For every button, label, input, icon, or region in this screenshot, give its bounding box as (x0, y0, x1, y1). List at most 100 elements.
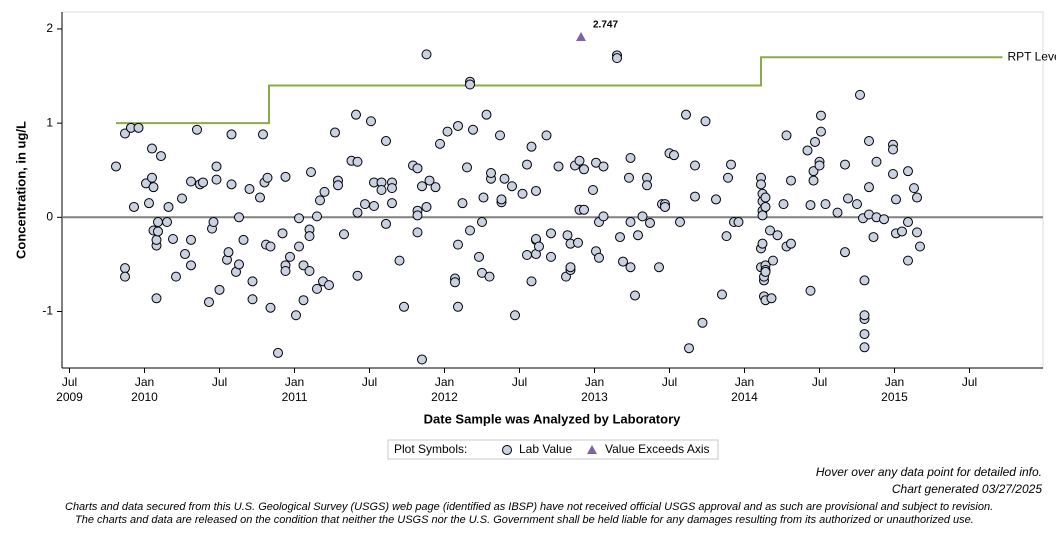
data-point (442, 126, 453, 137)
data-point (903, 255, 913, 266)
data-point (565, 262, 576, 273)
data-point (541, 130, 552, 141)
data-point (690, 191, 700, 202)
data-point (162, 217, 172, 228)
data-point (915, 241, 925, 252)
data-point (211, 174, 222, 185)
x-tick-year: 2013 (581, 390, 608, 404)
data-point (330, 127, 340, 138)
x-axis-label: Date Sample was Analyzed by Laboratory (424, 411, 681, 426)
data-point (147, 172, 157, 183)
data-point (888, 144, 898, 155)
data-point (625, 262, 636, 273)
data-point (484, 271, 495, 282)
data-point (280, 171, 291, 182)
data-point (496, 194, 507, 205)
x-tick-label: Jan (285, 375, 304, 389)
data-point (285, 251, 295, 262)
data-point (897, 226, 907, 237)
data-point (151, 234, 162, 245)
data-point (531, 185, 541, 196)
data-point (294, 241, 304, 252)
data-point (723, 172, 733, 183)
data-point (111, 161, 121, 172)
data-point (816, 110, 826, 121)
x-tick-year: 2014 (731, 390, 758, 404)
data-point (226, 179, 237, 190)
data-point (151, 293, 162, 304)
data-point (684, 343, 694, 354)
data-point (517, 188, 528, 199)
x-tick-year: 2015 (881, 390, 908, 404)
data-point (280, 265, 291, 276)
data-point (351, 109, 361, 120)
data-point (642, 180, 652, 191)
data-point (510, 310, 520, 321)
data-point (681, 109, 691, 120)
x-tick-label: Jul (812, 375, 827, 389)
data-point (247, 294, 258, 305)
data-point (888, 168, 898, 179)
data-point (147, 143, 157, 154)
data-point (186, 234, 196, 245)
data-point (810, 136, 820, 147)
data-point (163, 201, 174, 212)
data-point (223, 247, 234, 258)
x-tick-label: Jan (885, 375, 904, 389)
data-point (450, 277, 460, 288)
data-point (168, 233, 178, 244)
data-point (265, 302, 276, 313)
data-point (598, 211, 609, 222)
data-point (625, 217, 636, 228)
data-point (711, 194, 721, 205)
data-point (864, 182, 874, 193)
data-point (453, 301, 463, 312)
data-point (468, 124, 478, 135)
data-point (726, 159, 736, 170)
data-point (186, 176, 196, 187)
data-point (633, 230, 643, 241)
data-point (859, 329, 870, 340)
data-point (840, 159, 850, 170)
data-point (120, 271, 130, 282)
data-point (909, 183, 919, 194)
data-point (832, 207, 843, 218)
data-point (579, 204, 589, 215)
exceeds-label: 2.747 (593, 20, 618, 31)
data-point (435, 138, 445, 149)
data-point (526, 276, 537, 287)
data-point (244, 184, 255, 195)
data-point (430, 182, 441, 193)
data-point (412, 210, 423, 221)
data-point (453, 120, 463, 131)
exceeds-marker (576, 32, 586, 41)
x-tick-label: Jul (212, 375, 227, 389)
data-point (637, 211, 648, 222)
data-point (697, 317, 708, 328)
data-point (700, 116, 711, 127)
data-point (871, 156, 882, 167)
data-point (304, 231, 315, 242)
data-point (645, 217, 655, 228)
data-point (465, 225, 475, 236)
data-point (238, 234, 249, 245)
data-point (615, 232, 625, 243)
data-point (766, 293, 777, 304)
rpt-line (116, 56, 1003, 125)
data-point (630, 290, 640, 301)
x-tick-label: Jan (435, 375, 454, 389)
legend-symbol (587, 445, 597, 454)
data-point (598, 161, 609, 172)
data-point (180, 249, 190, 260)
data-point (690, 160, 700, 171)
data-point (669, 150, 679, 161)
data-point (171, 271, 181, 282)
data-point (816, 126, 826, 137)
data-point (859, 342, 870, 353)
data-point (660, 201, 670, 212)
data-point (369, 201, 379, 212)
data-point (786, 175, 796, 186)
x-tick-label: Jul (662, 375, 677, 389)
data-point (757, 210, 768, 221)
data-point (594, 252, 604, 263)
